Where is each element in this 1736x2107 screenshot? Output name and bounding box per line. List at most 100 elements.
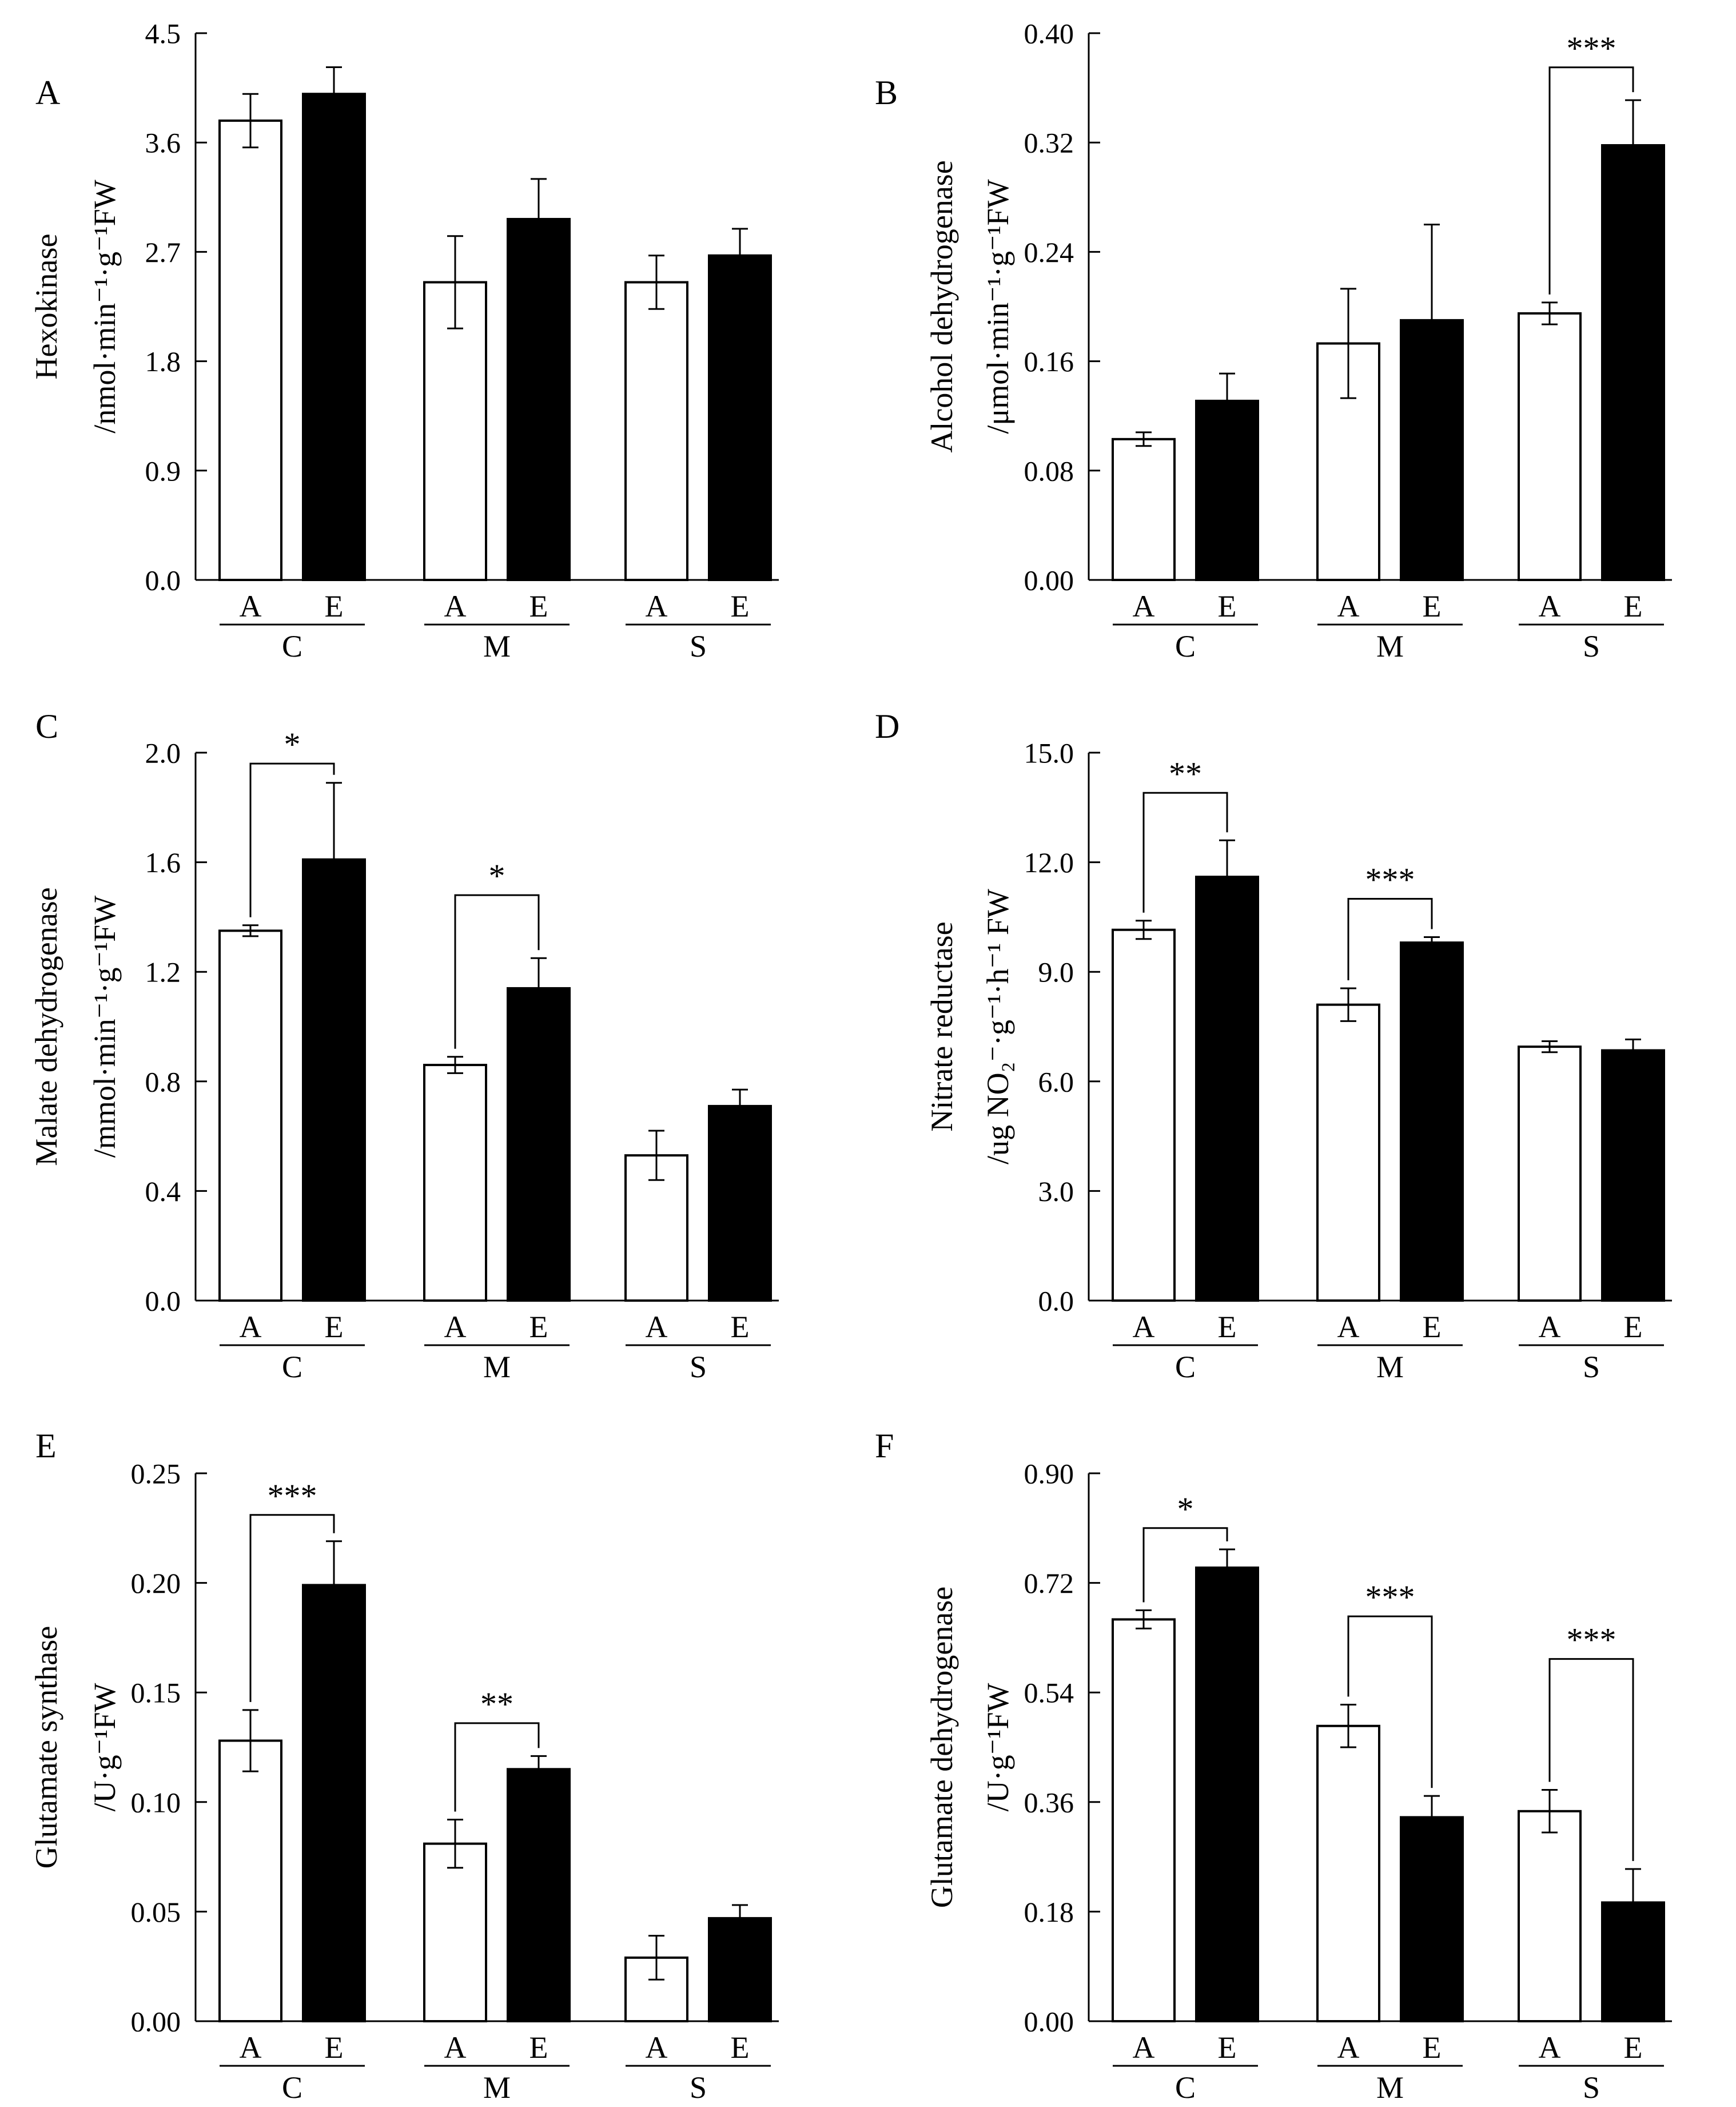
y-tick-label: 0.32 [1024,127,1074,159]
bar-e-s [708,1104,772,1302]
bar-e-s [1601,144,1665,582]
y-tick-label: 4.5 [145,18,181,50]
error-bar [1219,1548,1235,1587]
error-bar [648,1935,664,1981]
significance-bracket: * [1142,1490,1228,1603]
x-subcategory-label: A [1539,2030,1561,2065]
x-category-label: S [1583,1350,1600,1384]
x-subcategory-label: E [731,1310,750,1344]
y-tick-label: 0.0 [1038,1285,1074,1317]
x-subcategory-label: A [646,1310,668,1344]
x-subcategory-label: A [1133,2030,1155,2065]
bar-e-s [708,254,772,582]
y-axis-title: Malate dehydrogenase [29,887,63,1166]
x-subcategory-label: E [1423,589,1442,623]
significance-bracket: ** [454,1685,540,1812]
error-bar [1542,1040,1558,1054]
error-bar [326,782,342,937]
error-bar [1625,1038,1641,1063]
x-subcategory-label: A [1539,589,1561,623]
panel-letter: A [35,74,60,112]
bar-a-c [218,929,282,1302]
bar-e-m [507,987,571,1302]
error-bar [1542,301,1558,325]
bar-a-m [423,1064,487,1302]
y-tick-label: 0.90 [1024,1458,1074,1490]
x-subcategory-label: E [731,589,750,623]
y-tick-label: 0.15 [131,1677,181,1709]
error-bar [648,255,664,310]
error-bar [326,1540,342,1630]
x-subcategory-label: E [1624,589,1643,623]
x-category-label: C [282,1350,302,1384]
x-subcategory-label: A [240,2030,262,2065]
y-tick-label: 0.18 [1024,1896,1074,1928]
error-bar [242,1709,258,1772]
x-subcategory-label: A [240,1310,262,1344]
error-bar [326,66,342,122]
x-subcategory-label: A [646,589,668,623]
y-axis-title: Nitrate reductase [925,921,959,1131]
error-bar [1340,987,1356,1022]
y-tick-label: 0.24 [1024,236,1074,268]
x-subcategory-label: A [444,1310,467,1344]
significance-bracket: *** [1548,1621,1634,1861]
panel-letter: D [875,707,899,745]
y-tick-label: 15.0 [1024,737,1074,769]
y-axis-title: Hexokinase [29,234,63,380]
y-tick-label: 3.0 [1038,1175,1074,1207]
bar-a-s [1518,312,1582,581]
bar-e-m [507,1768,571,2023]
error-bar [447,1818,463,1869]
y-tick-label: 9.0 [1038,956,1074,988]
significance-label: *** [1567,30,1616,67]
y-tick-label: 0.20 [131,1567,181,1599]
x-subcategory-label: A [1337,589,1360,623]
x-subcategory-label: E [529,2030,548,2065]
y-tick-label: 0.08 [1024,455,1074,487]
significance-bracket: *** [1347,1579,1433,1788]
y-tick-label: 0.72 [1024,1567,1074,1599]
y-tick-label: 12.0 [1024,846,1074,878]
error-bar [531,178,547,260]
error-bar [531,957,547,1020]
y-axis-title: Glutamate synthase [29,1626,63,1869]
significance-label: * [489,857,505,895]
error-bar [1424,936,1440,949]
bar-a-m [423,281,487,581]
x-subcategory-label: A [240,589,262,623]
x-category-label: S [1583,629,1600,663]
significance-label: ** [480,1685,513,1723]
error-bar [1219,372,1235,430]
x-category-label: M [483,1350,511,1384]
significance-bracket: *** [1347,861,1433,980]
significance-bracket: ** [1142,755,1228,913]
x-subcategory-label: E [325,2030,344,2065]
y-tick-label: 6.0 [1038,1066,1074,1098]
x-category-label: M [1376,1350,1404,1384]
y-tick-label: 0.10 [131,1786,181,1818]
panel-letter: E [35,1427,57,1465]
significance-label: *** [1365,861,1415,898]
error-bar [242,93,258,149]
bracket-line [454,1722,540,1812]
y-tick-label: 1.6 [145,846,181,878]
panel-d: D Nitrate reductase/ug NO₂⁻·g⁻¹·h⁻¹ FW 0.0… [875,707,1672,1384]
x-subcategory-label: A [1337,2030,1360,2065]
bar-a-s [624,281,688,581]
error-bar [1136,920,1152,940]
x-subcategory-label: E [1218,1310,1237,1344]
x-subcategory-label: A [646,2030,668,2065]
y-axis-unit: /U·g⁻¹FW [87,1683,122,1812]
y-tick-label: 0.00 [131,2006,181,2038]
panel-letter: C [35,707,58,745]
x-category-label: M [483,2070,511,2105]
x-subcategory-label: E [1624,1310,1643,1344]
bar-a-m [1316,1724,1380,2022]
bar-a-c [1112,1618,1176,2022]
significance-label: ** [1169,755,1202,792]
panel-b: B Alcohol dehydrogenase/μmol·min⁻¹·g⁻¹FW 0… [875,18,1672,663]
panel-f: F Glutamate dehydrogenase/U·g⁻¹FW 0.00 0.18… [875,1427,1672,2105]
x-subcategory-label: A [1337,1310,1360,1344]
error-bar [1424,224,1440,417]
